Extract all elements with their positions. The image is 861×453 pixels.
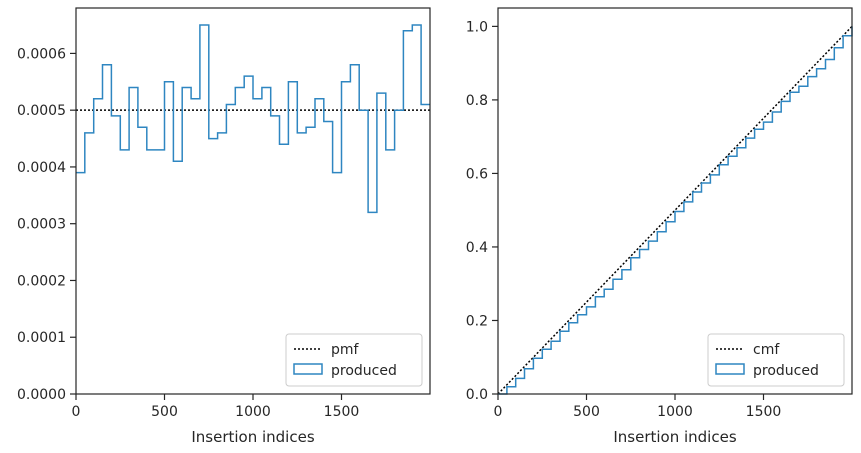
left-legend-box: [285, 333, 423, 387]
y-tick-label: 0.0000: [17, 387, 66, 403]
legend-produced-swatch: [293, 363, 323, 375]
y-tick-label: 0.0002: [17, 273, 66, 289]
legend-pmf-label: pmf: [331, 342, 360, 358]
left-ticks: 0 500 1000 1500 0.0000 0.0001 0.0002 0.0003 0.00…: [17, 46, 359, 420]
x-tick-label: 0: [72, 404, 81, 420]
x-tick-label: 500: [573, 404, 600, 420]
left-legend: pmf produced: [285, 333, 423, 387]
right-x-axis-label: Insertion indices: [613, 428, 736, 446]
left-x-axis-label: Insertion indices: [191, 428, 314, 446]
legend-cmf-label: cmf: [753, 342, 780, 358]
x-tick-label: 500: [151, 404, 178, 420]
y-tick-label: 0.2: [466, 313, 488, 329]
produced-histogram-step: [76, 24, 430, 214]
left-panel: 0 500 1000 1500 0.0000 0.0001 0.0002 0.0003 0.00…: [17, 7, 431, 446]
y-tick-label: 0.0: [466, 387, 488, 403]
x-tick-label: 0: [494, 404, 503, 420]
y-tick-label: 0.0005: [17, 103, 66, 119]
x-tick-label: 1000: [657, 404, 693, 420]
x-tick-label: 1500: [746, 404, 782, 420]
x-tick-label: 1500: [324, 404, 360, 420]
right-axes-frame: [497, 7, 853, 395]
right-panel: 0 500 1000 1500 0.0 0.2 0.4 0.6 0.8 1.0 Insertion…: [466, 7, 853, 446]
y-tick-label: 0.0006: [17, 46, 66, 62]
x-tick-label: 1000: [235, 404, 271, 420]
y-tick-label: 0.4: [466, 240, 488, 256]
y-tick-label: 0.8: [466, 93, 488, 109]
produced-cumulative-step: [498, 26, 853, 395]
y-tick-label: 1.0: [466, 19, 488, 35]
right-ticks: 0 500 1000 1500 0.0 0.2 0.4 0.6 0.8 1.0: [466, 19, 782, 420]
y-tick-label: 0.0001: [17, 330, 66, 346]
legend-produced-label: produced: [753, 363, 819, 379]
right-legend: cmf produced: [707, 333, 845, 387]
left-axes-frame: [75, 7, 431, 395]
legend-produced-label: produced: [331, 363, 397, 379]
legend-produced-swatch: [715, 363, 745, 375]
y-tick-label: 0.6: [466, 166, 488, 182]
y-tick-label: 0.0003: [17, 217, 66, 233]
y-tick-label: 0.0004: [17, 160, 66, 176]
right-legend-box: [707, 333, 845, 387]
cmf-reference-line: [497, 25, 853, 395]
